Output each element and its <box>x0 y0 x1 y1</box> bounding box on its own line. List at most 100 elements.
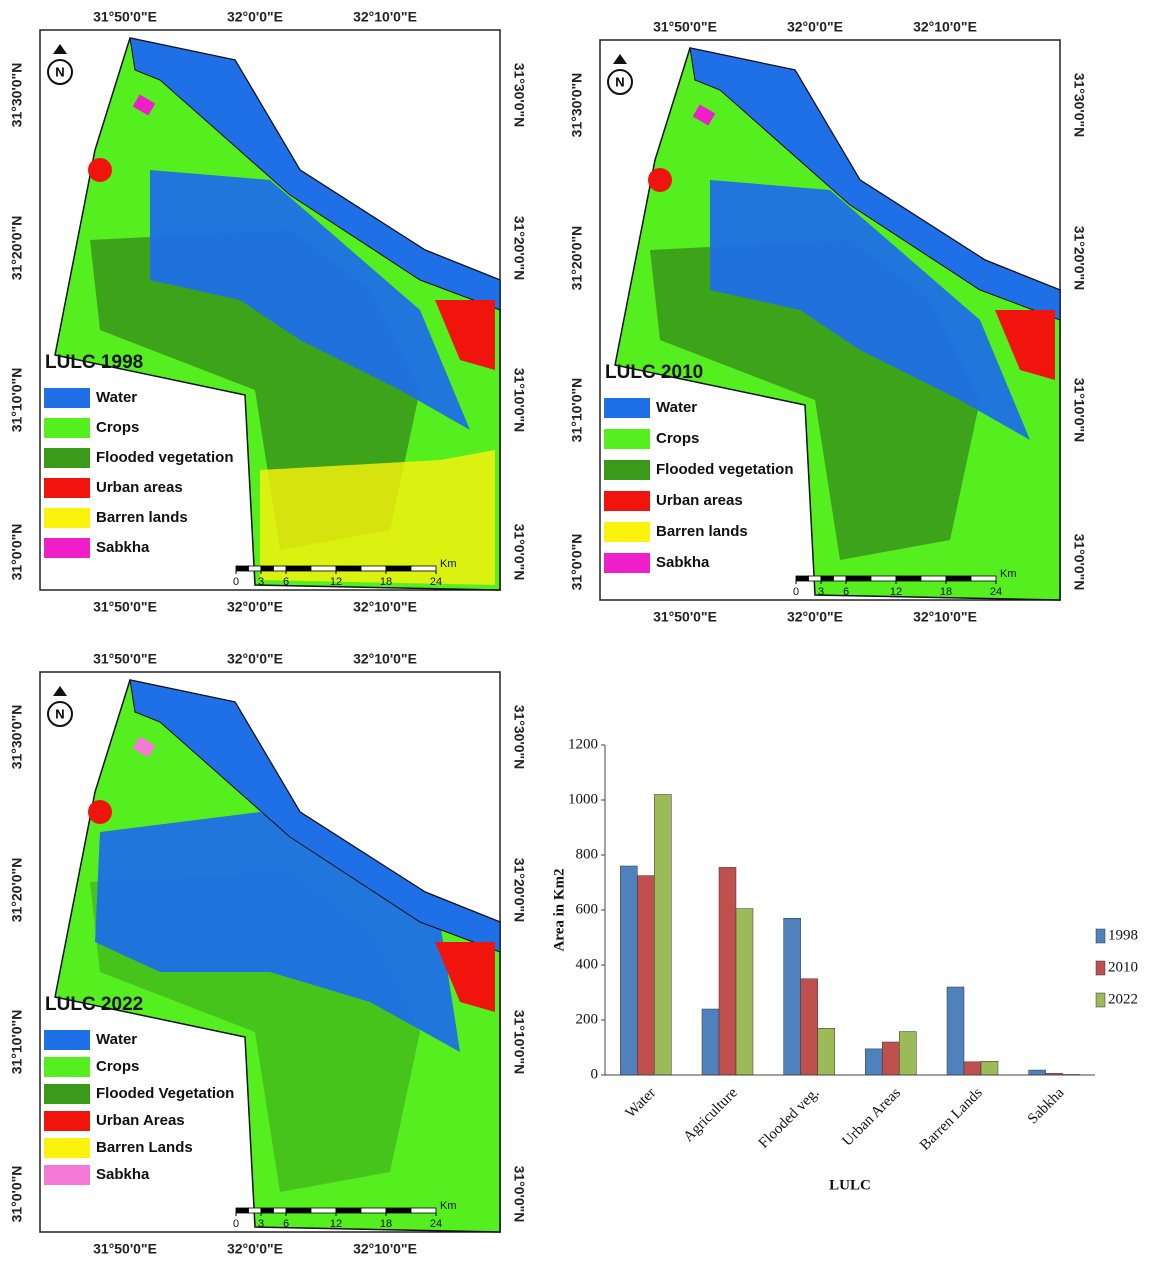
north-arrow <box>53 44 67 54</box>
scale-unit: Km <box>1000 568 1017 580</box>
x-axis-title: LULC <box>829 1177 871 1193</box>
bar <box>620 865 638 1076</box>
legend-label: 2010 <box>1108 959 1138 975</box>
lake <box>710 180 1030 440</box>
scale-seg <box>795 575 809 582</box>
bar <box>899 1031 917 1076</box>
scale-label: 12 <box>330 576 342 588</box>
bar <box>963 1061 982 1076</box>
lat-label: 31°0'0"N <box>569 534 585 591</box>
legend-swatch <box>44 1138 90 1158</box>
lat-label: 31°20'0"N <box>511 858 527 923</box>
legend-swatch <box>44 1165 90 1185</box>
x-tick-label: Barren Lands <box>917 1085 986 1154</box>
sabkha <box>132 736 156 758</box>
lon-label: 32°10'0"E <box>353 599 417 615</box>
legend-title: LULC 1998 <box>45 352 143 373</box>
lat-label: 31°0'0"N <box>511 524 527 581</box>
scale-unit: Km <box>440 1200 457 1212</box>
north-icon <box>607 69 633 95</box>
scale-label: 3 <box>258 1218 264 1230</box>
sea <box>129 679 501 953</box>
lon-label: 32°10'0"E <box>353 1241 417 1257</box>
legend-label: Barren Lands <box>96 1139 193 1156</box>
y-tick-label: 1200 <box>568 736 598 752</box>
lat-label: 31°10'0"N <box>1071 378 1087 443</box>
bar <box>800 978 818 1076</box>
bar <box>946 986 965 1076</box>
urban <box>648 168 672 192</box>
bar <box>637 875 655 1076</box>
legend-label: Urban Areas <box>96 1112 185 1129</box>
lat-label: 31°20'0"N <box>1071 226 1087 291</box>
y-tick-label: 0 <box>591 1066 599 1082</box>
scale-label: 18 <box>380 576 392 588</box>
scale-label: 6 <box>843 586 849 598</box>
lat-label: 31°20'0"N <box>511 216 527 281</box>
scale-seg <box>870 575 897 582</box>
bar <box>980 1061 999 1076</box>
bar <box>817 1028 835 1076</box>
north-arrow <box>53 686 67 696</box>
north-label: N <box>55 706 64 721</box>
legend-swatch <box>44 1111 90 1131</box>
bar <box>735 908 754 1076</box>
scale-seg <box>248 565 262 572</box>
legend-swatch <box>1095 960 1106 976</box>
lat-label: 31°10'0"N <box>511 368 527 433</box>
scale-seg <box>833 575 847 582</box>
scale-seg <box>260 565 274 572</box>
scale-seg <box>235 1207 249 1214</box>
y-tick-label: 1000 <box>568 791 598 807</box>
legend-swatch <box>604 429 650 449</box>
scale-seg <box>360 565 387 572</box>
scale-label: 24 <box>430 1218 442 1230</box>
lat-label: 31°30'0"N <box>9 63 25 128</box>
legend-label: Sabkha <box>96 539 150 556</box>
legend-swatch <box>44 538 90 558</box>
lat-label: 31°30'0"N <box>511 705 527 770</box>
legend-label: Barren lands <box>96 509 188 526</box>
lon-label: 32°10'0"E <box>353 9 417 25</box>
scale-seg <box>360 1207 387 1214</box>
lat-label: 31°10'0"N <box>9 368 25 433</box>
north-label: N <box>55 64 64 79</box>
lon-label: 31°50'0"E <box>93 651 157 667</box>
legend-title: LULC 2010 <box>605 362 703 383</box>
scale-seg <box>285 565 312 572</box>
scale-label: 6 <box>283 576 289 588</box>
scale-seg <box>310 565 337 572</box>
y-tick-label: 200 <box>576 1011 599 1027</box>
scale-label: 3 <box>818 586 824 598</box>
legend-label: Sabkha <box>96 1166 150 1183</box>
x-tick-label: Flooded veg. <box>756 1085 823 1152</box>
legend-label: Crops <box>96 1058 139 1075</box>
x-tick-label: Urban Areas <box>839 1085 904 1150</box>
urban <box>435 300 495 370</box>
legend-swatch <box>1095 992 1106 1008</box>
lon-label: 32°0'0"E <box>227 1241 283 1257</box>
legend-swatch <box>44 1084 90 1104</box>
legend-label: Flooded vegetation <box>96 449 234 466</box>
lon-label: 32°0'0"E <box>227 599 283 615</box>
scale-label: 18 <box>380 1218 392 1230</box>
urban <box>88 158 112 182</box>
lat-label: 31°30'0"N <box>1071 73 1087 138</box>
lon-label: 32°0'0"E <box>227 9 283 25</box>
lat-label: 31°20'0"N <box>9 858 25 923</box>
y-tick-label: 800 <box>576 846 599 862</box>
legend-swatch <box>44 448 90 468</box>
y-axis-title: Area in Km2 <box>551 868 567 951</box>
lon-label: 31°50'0"E <box>93 599 157 615</box>
x-tick-label: Sabkha <box>1025 1085 1068 1128</box>
scale-unit: Km <box>440 558 457 570</box>
lon-label: 32°0'0"E <box>227 651 283 667</box>
legend-swatch <box>604 522 650 542</box>
lat-label: 31°0'0"N <box>9 524 25 581</box>
lon-label: 31°50'0"E <box>93 9 157 25</box>
bar <box>865 1048 883 1076</box>
sabkha <box>132 94 156 116</box>
legend-label: Crops <box>96 419 139 436</box>
lat-label: 31°10'0"N <box>9 1010 25 1075</box>
